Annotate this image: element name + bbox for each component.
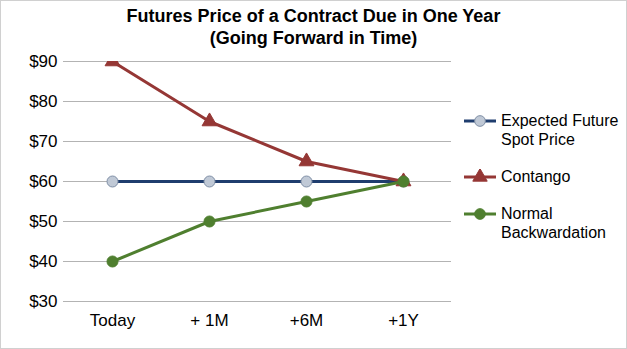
html-text:Contango: Contango [501, 168, 571, 185]
html-text:Expected Future Spot Price: Expected Future Spot Price [501, 112, 619, 148]
svg-text:$80: $80 [29, 92, 57, 111]
svg-text:+6M: +6M [290, 311, 324, 330]
html-text:(Going Forward in Time): (Going Forward in Time) [209, 28, 418, 48]
svg-text:+1Y: +1Y [388, 311, 419, 330]
svg-text:$60: $60 [29, 172, 57, 191]
svg-text:Today: Today [90, 311, 136, 330]
svg-text:+ 1M: + 1M [190, 311, 228, 330]
svg-text:$90: $90 [29, 52, 57, 71]
svg-text:$70: $70 [29, 132, 57, 151]
svg-text:$40: $40 [29, 252, 57, 271]
svg-text:$30: $30 [29, 292, 57, 311]
html-text:Normal Backwardation: Normal Backwardation [501, 205, 606, 241]
html-text:Futures Price of a Contract Du: Futures Price of a Contract Due in One Y… [126, 6, 501, 26]
svg-text:$50: $50 [29, 212, 57, 231]
